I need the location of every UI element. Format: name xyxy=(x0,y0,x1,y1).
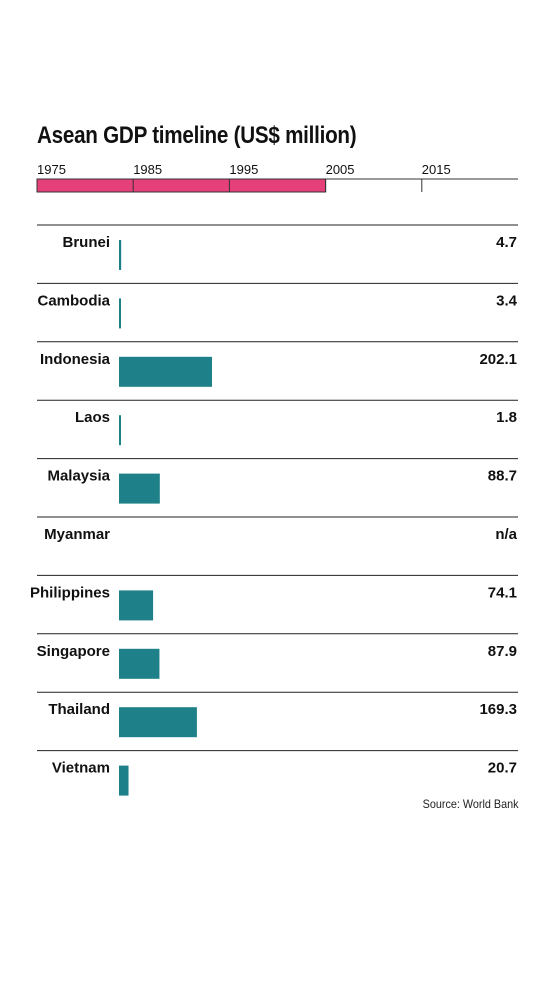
bar-thailand xyxy=(119,707,197,738)
bar-laos xyxy=(119,415,121,446)
bar-cambodia xyxy=(119,298,121,329)
value-label: 4.7 xyxy=(496,234,517,251)
category-label: Myanmar xyxy=(44,526,110,543)
value-label: 88.7 xyxy=(488,468,517,485)
category-label: Malaysia xyxy=(47,468,110,485)
category-label: Singapore xyxy=(37,643,110,660)
timeline-tick-label: 2015 xyxy=(422,162,451,177)
bar-brunei xyxy=(119,240,122,270)
timeline-tick-label: 2005 xyxy=(326,162,355,177)
value-label: 3.4 xyxy=(496,292,518,309)
timeline-tick-label: 1995 xyxy=(229,162,258,177)
value-label: 74.1 xyxy=(488,584,517,601)
category-label: Cambodia xyxy=(37,292,110,309)
value-label: 87.9 xyxy=(488,643,517,660)
timeline-tick-label: 1975 xyxy=(37,162,66,177)
bar-philippines xyxy=(119,590,154,621)
category-label: Laos xyxy=(75,409,110,426)
value-label: 20.7 xyxy=(488,760,517,777)
category-label: Vietnam xyxy=(52,760,110,777)
category-label: Indonesia xyxy=(40,351,111,368)
category-label: Thailand xyxy=(48,701,110,718)
value-label: n/a xyxy=(495,526,517,543)
bar-indonesia xyxy=(119,356,212,387)
source-note: Source: World Bank xyxy=(422,797,518,811)
value-label: 1.8 xyxy=(496,409,517,426)
timeline-tick-label: 1985 xyxy=(133,162,162,177)
bar-malaysia xyxy=(119,473,160,504)
value-label: 169.3 xyxy=(479,701,517,718)
category-label: Brunei xyxy=(62,234,110,251)
timeline-axis: 1975 1985 1995 2005 2015 xyxy=(36,162,518,193)
category-label: Philippines xyxy=(30,584,110,601)
bar-singapore xyxy=(119,648,160,679)
bar-vietnam xyxy=(119,765,129,796)
value-label: 202.1 xyxy=(479,351,517,368)
chart-title: Asean GDP timeline (US$ million) xyxy=(37,122,357,149)
